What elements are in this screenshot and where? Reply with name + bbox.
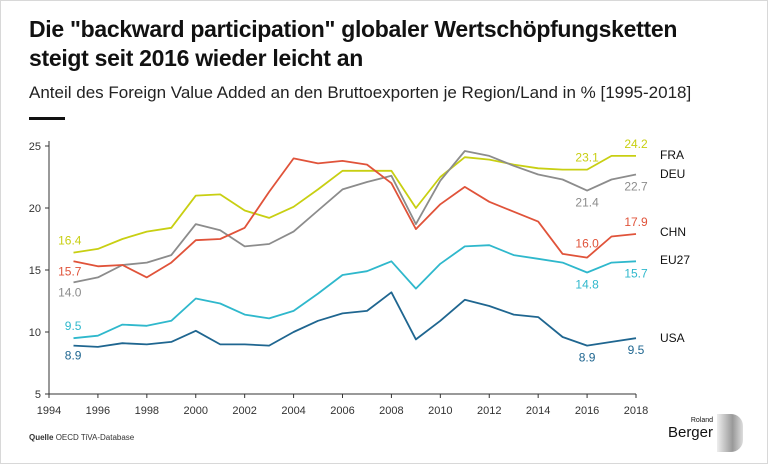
data-label: 22.7 <box>624 180 648 194</box>
legend-label-fra: FRA <box>660 148 684 162</box>
roland-berger-logo: Roland Berger <box>668 414 743 454</box>
data-label: 16.0 <box>575 237 599 251</box>
title-line-2: steigt seit 2016 wieder leicht an <box>29 45 363 71</box>
y-tick-label: 15 <box>29 265 41 277</box>
x-tick-label: 1996 <box>86 405 110 417</box>
y-tick-label: 10 <box>29 327 41 339</box>
series-line-chn <box>73 157 637 279</box>
title-rule <box>29 117 65 120</box>
data-label: 9.5 <box>65 319 82 333</box>
source-note: Quelle OECD TiVA-Database <box>29 433 134 442</box>
series-line-fra <box>73 154 636 254</box>
y-tick-label: 20 <box>29 203 41 215</box>
data-label: 15.7 <box>624 266 648 280</box>
data-label: 15.7 <box>58 264 82 278</box>
chart-title: Die "backward participation" globaler We… <box>29 15 677 73</box>
data-label: 23.1 <box>575 151 599 165</box>
legend-label-deu: DEU <box>660 167 685 181</box>
x-tick-label: 2010 <box>428 405 452 417</box>
x-tick-label: 2012 <box>477 405 501 417</box>
title-line-1: Die "backward participation" globaler We… <box>29 16 678 42</box>
x-tick-label: 1998 <box>135 405 159 417</box>
x-tick-label: 2018 <box>624 405 648 417</box>
data-label: 17.9 <box>624 215 648 229</box>
data-label: 8.9 <box>65 349 82 363</box>
source-text: OECD TiVA-Database <box>55 433 135 442</box>
x-tick-label: 2014 <box>526 405 550 417</box>
y-tick-label: 5 <box>35 389 41 401</box>
legend-label-usa: USA <box>660 331 685 345</box>
x-tick-label: 2000 <box>184 405 208 417</box>
data-label: 8.9 <box>579 351 596 365</box>
source-label: Quelle <box>29 433 54 442</box>
x-tick-label: 2004 <box>281 405 305 417</box>
legend-label-eu27: EU27 <box>660 253 690 267</box>
x-tick-label: 2006 <box>330 405 354 417</box>
x-tick-label: 1994 <box>37 405 61 417</box>
y-tick-label: 25 <box>29 141 41 153</box>
data-label: 16.4 <box>58 234 82 248</box>
data-label: 24.2 <box>624 137 648 151</box>
chart-subtitle: Anteil des Foreign Value Added an den Br… <box>29 83 692 102</box>
data-label: 14.0 <box>58 285 82 299</box>
series-line-eu27 <box>73 244 637 340</box>
series-line-deu <box>73 150 637 284</box>
data-label: 9.5 <box>628 343 645 357</box>
series-line-usa <box>73 291 637 348</box>
data-label: 14.8 <box>575 277 599 291</box>
legend-label-chn: CHN <box>660 225 686 239</box>
data-label: 21.4 <box>575 196 599 210</box>
x-tick-label: 2002 <box>232 405 256 417</box>
x-tick-label: 2008 <box>379 405 403 417</box>
x-tick-label: 2016 <box>575 405 599 417</box>
